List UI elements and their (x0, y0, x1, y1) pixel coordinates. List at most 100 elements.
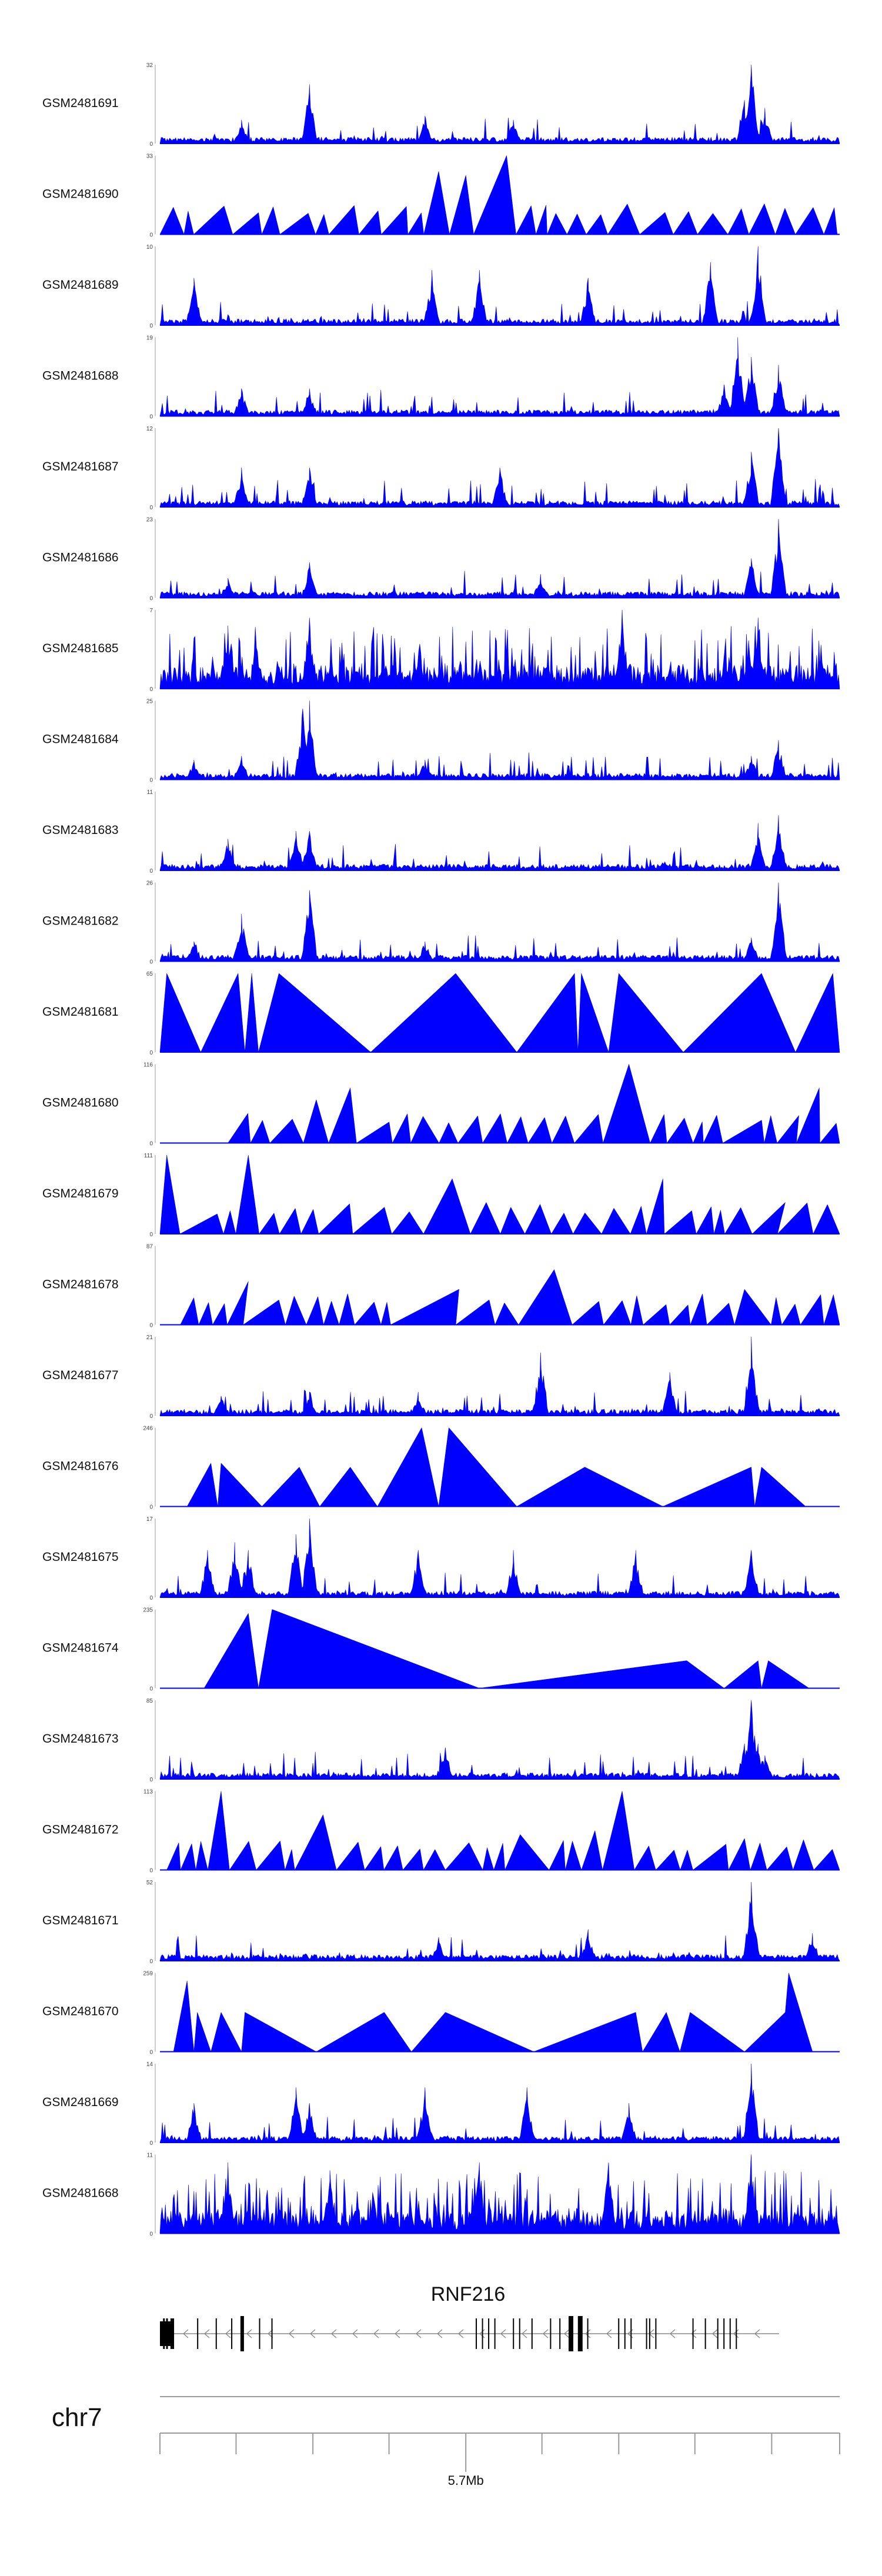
y-max-gsm2481690: 33 (146, 154, 153, 160)
y-min-gsm2481684: 0 (149, 778, 153, 784)
gene-exon (729, 2318, 731, 2349)
strand-arrow (394, 2329, 400, 2338)
coverage-area-gsm2481678 (180, 1269, 840, 1326)
gene-exon (259, 2318, 260, 2349)
y-min-gsm2481677: 0 (149, 1413, 153, 1420)
coverage-area-gsm2481680 (228, 1064, 840, 1144)
coverage-area-gsm2481686 (159, 519, 840, 598)
track-label-gsm2481673: GSM2481673 (42, 1732, 119, 1746)
y-max-gsm2481678: 87 (146, 1244, 153, 1250)
gene-exon (494, 2318, 496, 2349)
coverage-area-gsm2481687 (159, 428, 840, 508)
strand-arrow (203, 2329, 210, 2338)
track-label-gsm2481677: GSM2481677 (42, 1369, 119, 1382)
strand-arrow (500, 2329, 506, 2338)
strand-arrow (584, 2329, 591, 2338)
track-label-gsm2481683: GSM2481683 (42, 823, 119, 837)
track-label-gsm2481669: GSM2481669 (42, 2095, 119, 2109)
y-max-gsm2481670: 259 (143, 1971, 153, 1977)
gene-exon (513, 2318, 514, 2349)
track-label-gsm2481691: GSM2481691 (42, 96, 119, 110)
strand-arrow (457, 2329, 464, 2338)
strand-arrow (754, 2329, 760, 2338)
y-max-gsm2481669: 14 (146, 2061, 153, 2068)
strand-arrow (563, 2329, 570, 2338)
strand-arrow (352, 2329, 358, 2338)
track-label-gsm2481668: GSM2481668 (42, 2187, 119, 2200)
gene-exon (624, 2318, 626, 2349)
y-max-gsm2481681: 65 (146, 971, 153, 977)
y-min-gsm2481685: 0 (149, 686, 153, 693)
y-max-gsm2481686: 23 (146, 517, 153, 523)
gene-exon (649, 2318, 650, 2349)
track-label-gsm2481682: GSM2481682 (42, 915, 119, 928)
track-label-gsm2481671: GSM2481671 (42, 1914, 119, 1927)
gene-exon (482, 2318, 483, 2349)
coverage-area-gsm2481675 (159, 1518, 840, 1598)
gene-exon (166, 2318, 168, 2349)
y-max-gsm2481684: 25 (146, 699, 153, 705)
y-max-gsm2481685: 7 (149, 608, 153, 614)
strand-arrow (288, 2329, 295, 2338)
coverage-area-gsm2481681 (159, 973, 840, 1053)
gene-exon (550, 2318, 552, 2349)
track-label-gsm2481674: GSM2481674 (42, 1641, 119, 1655)
gene-exon (568, 2316, 573, 2351)
gene-exon (197, 2318, 199, 2349)
coverage-area-gsm2481689 (159, 246, 840, 326)
chromosome-label: chr7 (52, 2403, 102, 2432)
coverage-area-gsm2481683 (159, 815, 840, 871)
gene-exon (559, 2318, 561, 2349)
track-label-gsm2481685: GSM2481685 (42, 642, 119, 655)
coverage-area-gsm2481677 (159, 1336, 840, 1416)
track-label-gsm2481679: GSM2481679 (42, 1187, 119, 1200)
coverage-area-gsm2481688 (159, 337, 840, 416)
y-max-gsm2481682: 26 (146, 880, 153, 887)
gene-exon (618, 2318, 620, 2349)
y-min-gsm2481686: 0 (149, 596, 153, 602)
track-label-gsm2481688: GSM2481688 (42, 369, 119, 383)
coverage-area-gsm2481670 (173, 1973, 813, 2053)
coverage-area-gsm2481685 (159, 609, 840, 689)
y-max-gsm2481674: 235 (143, 1607, 153, 1614)
y-max-gsm2481691: 32 (146, 62, 153, 69)
strand-arrow (225, 2329, 231, 2338)
strand-arrow (542, 2329, 549, 2338)
coverage-area-gsm2481679 (159, 1154, 840, 1234)
y-max-gsm2481683: 11 (147, 789, 153, 796)
y-max-gsm2481668: 11 (147, 2153, 153, 2159)
coverage-area-gsm2481672 (166, 1791, 840, 1871)
track-label-gsm2481680: GSM2481680 (42, 1096, 119, 1110)
y-min-gsm2481671: 0 (149, 1958, 153, 1965)
coverage-area-gsm2481682 (159, 882, 840, 962)
coverage-area-gsm2481691 (159, 64, 840, 144)
y-min-gsm2481679: 0 (149, 1232, 153, 1238)
y-min-gsm2481668: 0 (149, 2231, 153, 2238)
gene-exon (646, 2318, 647, 2349)
track-label-gsm2481678: GSM2481678 (42, 1278, 119, 1292)
coverage-area-gsm2481676 (186, 1427, 806, 1507)
coverage-area-gsm2481690 (159, 155, 838, 235)
y-min-gsm2481669: 0 (149, 2140, 153, 2147)
gene-exon (488, 2318, 490, 2349)
y-max-gsm2481688: 19 (146, 335, 153, 342)
gene-exon (581, 2318, 583, 2349)
gene-exon (519, 2318, 520, 2349)
coverage-area-gsm2481673 (159, 1700, 840, 1780)
gene-exon (163, 2318, 165, 2349)
y-min-gsm2481688: 0 (149, 414, 153, 421)
gene-label: RNF216 (431, 2283, 506, 2305)
y-min-gsm2481680: 0 (149, 1141, 153, 1147)
y-max-gsm2481672: 113 (143, 1789, 153, 1796)
track-label-gsm2481689: GSM2481689 (42, 278, 119, 292)
y-max-gsm2481689: 10 (146, 244, 153, 251)
gene-exon (231, 2318, 233, 2349)
strand-arrow (415, 2329, 422, 2338)
gene-exon (215, 2318, 217, 2349)
track-label-gsm2481676: GSM2481676 (42, 1460, 119, 1473)
gene-exon (630, 2318, 632, 2349)
strand-arrow (267, 2329, 273, 2338)
strand-arrow (182, 2329, 189, 2338)
y-min-gsm2481681: 0 (149, 1050, 153, 1056)
